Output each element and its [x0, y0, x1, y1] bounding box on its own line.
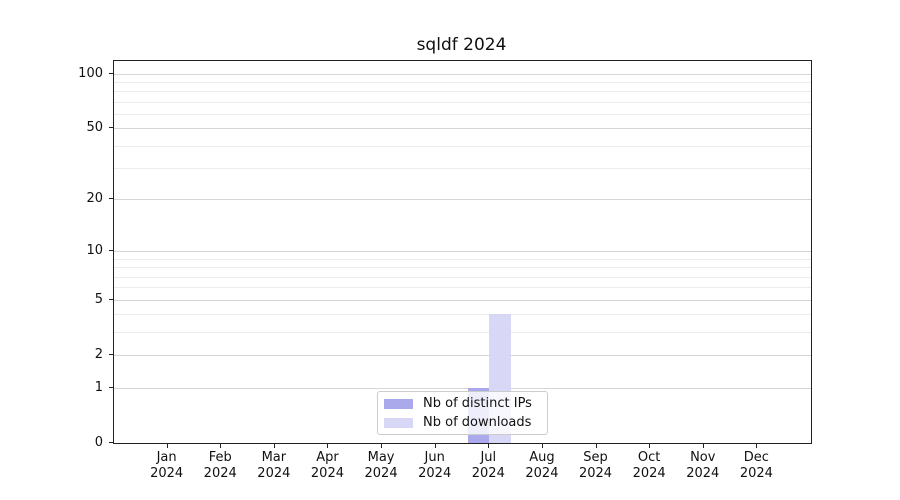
x-tick-mark — [488, 444, 490, 448]
x-tick-mark — [541, 444, 543, 448]
x-tick-mark — [756, 444, 758, 448]
minor-gridline — [114, 287, 811, 289]
x-tick-mark — [166, 444, 168, 448]
minor-gridline — [114, 258, 811, 260]
y-tick-label: 5 — [94, 291, 103, 307]
x-tick-mark — [381, 444, 383, 448]
y-tick-label: 10 — [86, 243, 103, 259]
y-tick-label: 20 — [86, 191, 103, 207]
x-tick-mark — [273, 444, 275, 448]
x-tick-label: Apr 2024 — [310, 450, 344, 481]
minor-gridline — [114, 91, 811, 93]
chart-title: sqldf 2024 — [416, 35, 507, 55]
major-gridline — [114, 387, 811, 389]
major-gridline — [114, 299, 811, 301]
minor-gridline — [114, 145, 811, 147]
y-tick-mark — [109, 442, 113, 443]
legend-entry-distinct-ips: Nb of distinct IPs — [384, 396, 541, 411]
legend-swatch-downloads — [384, 417, 413, 428]
y-tick-label: 50 — [86, 120, 103, 136]
major-gridline — [114, 355, 811, 357]
minor-gridline — [114, 332, 811, 334]
y-tick-mark — [109, 127, 113, 129]
y-tick-mark — [109, 386, 113, 388]
y-tick-mark — [109, 250, 113, 252]
x-tick-label: May 2024 — [364, 450, 398, 481]
legend: Nb of distinct IPs Nb of downloads — [377, 391, 548, 435]
x-tick-mark — [220, 444, 222, 448]
legend-label-distinct-ips: Nb of distinct IPs — [423, 396, 532, 411]
y-tick-mark — [109, 198, 113, 200]
x-tick-mark — [595, 444, 597, 448]
minor-gridline — [114, 276, 811, 278]
y-tick-mark — [109, 298, 113, 300]
x-tick-mark — [702, 444, 704, 448]
x-tick-label: Feb 2024 — [203, 450, 237, 481]
y-tick-mark — [109, 72, 113, 74]
x-tick-mark — [649, 444, 651, 448]
major-gridline — [114, 128, 811, 130]
x-tick-mark — [434, 444, 436, 448]
legend-label-downloads: Nb of downloads — [423, 415, 532, 430]
minor-gridline — [114, 82, 811, 84]
x-tick-mark — [327, 444, 329, 448]
x-tick-label: Jul 2024 — [471, 450, 505, 481]
major-gridline — [114, 73, 811, 75]
minor-gridline — [114, 101, 811, 103]
x-tick-label: Dec 2024 — [739, 450, 773, 481]
legend-entry-downloads: Nb of downloads — [384, 415, 541, 430]
x-tick-label: Sep 2024 — [578, 450, 613, 481]
major-gridline — [114, 199, 811, 201]
minor-gridline — [114, 267, 811, 269]
minor-gridline — [114, 114, 811, 116]
y-tick-label: 0 — [94, 435, 103, 450]
x-tick-label: Oct 2024 — [632, 450, 666, 481]
x-tick-label: Mar 2024 — [257, 450, 291, 481]
x-tick-label: Nov 2024 — [686, 450, 720, 481]
legend-swatch-distinct-ips — [384, 398, 413, 409]
y-tick-label: 2 — [94, 347, 103, 363]
minor-gridline — [114, 168, 811, 170]
minor-gridline — [114, 314, 811, 316]
y-tick-label: 1 — [94, 379, 103, 395]
major-gridline — [114, 251, 811, 253]
x-tick-label: Jun 2024 — [418, 450, 452, 481]
plot-area — [113, 60, 812, 444]
x-tick-label: Jan 2024 — [150, 450, 184, 481]
y-tick-label: 100 — [78, 65, 103, 81]
x-tick-label: Aug 2024 — [525, 450, 559, 481]
y-tick-mark — [109, 354, 113, 356]
